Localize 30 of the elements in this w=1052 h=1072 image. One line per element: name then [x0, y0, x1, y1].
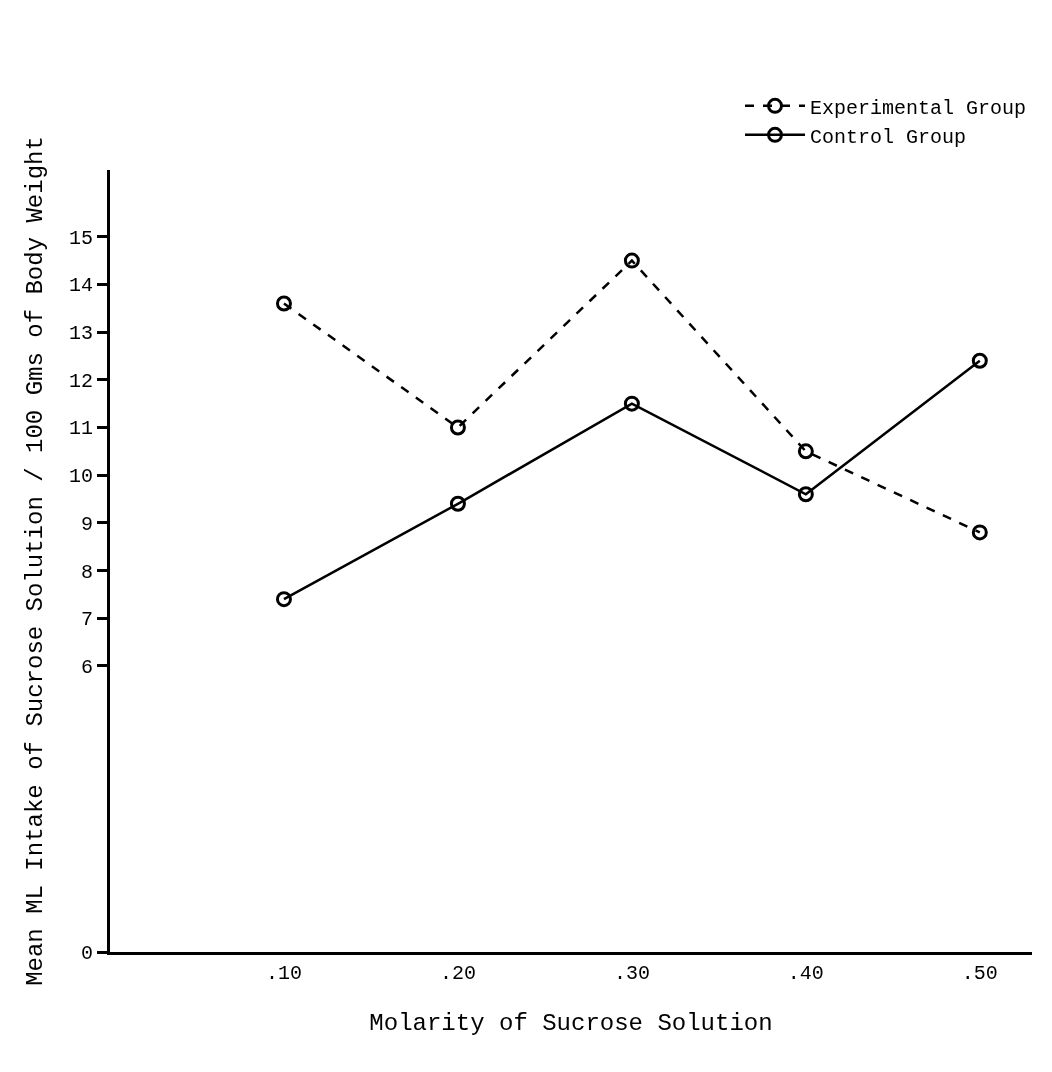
x-tick-label: .30 [613, 962, 650, 985]
point [797, 443, 814, 460]
point [449, 495, 466, 512]
point [275, 591, 292, 608]
x-tick-label: .20 [439, 962, 476, 985]
x-tick-label: .40 [787, 962, 824, 985]
y-axis-title: Mean ML Intake of Sucrose Solution / 100 Gms of Body Weight [22, 136, 50, 986]
x-axis-title: Molarity of Sucrose Solution [369, 1010, 773, 1038]
point [797, 486, 814, 503]
y-tick-label: 9 [80, 512, 93, 536]
point [623, 252, 640, 269]
y-tick-label: 13 [68, 322, 93, 346]
point [275, 295, 292, 312]
y-tick-label: 0 [80, 942, 93, 965]
y-tick-label: 10 [68, 465, 93, 489]
point [971, 524, 988, 541]
y-tick-label: 14 [68, 274, 93, 298]
legend-label: Control Group [810, 125, 967, 149]
y-tick-label: 12 [68, 369, 93, 393]
y-tick-label: 15 [68, 226, 93, 250]
x-tick-label: .50 [961, 962, 998, 985]
x-tick-label: .10 [265, 962, 302, 985]
y-tick-label: 11 [68, 417, 93, 441]
y-tick-label: 6 [80, 655, 93, 679]
y-tick-label: 7 [80, 608, 93, 632]
y-tick-label: 8 [80, 560, 93, 584]
point [449, 419, 466, 436]
legend-label: Experimental Group [810, 96, 1027, 120]
point [623, 395, 640, 412]
point [971, 352, 988, 369]
